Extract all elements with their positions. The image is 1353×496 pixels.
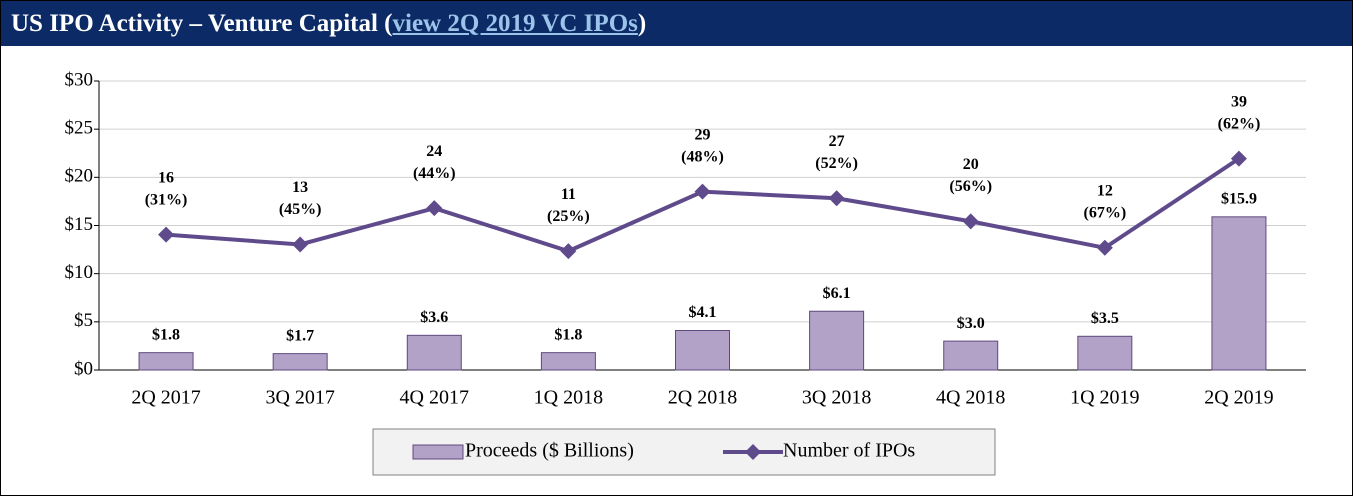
line-marker bbox=[962, 213, 979, 230]
link[interactable]: view 2Q 2019 VC IPOs bbox=[392, 10, 638, 37]
bar bbox=[406, 334, 462, 371]
line-marker bbox=[1096, 239, 1113, 256]
legend-label: Number of IPOs bbox=[783, 440, 915, 462]
y-tick-label: $5 bbox=[74, 310, 93, 331]
line-marker bbox=[292, 236, 309, 253]
chart: $0 $5 $10 $15 $20 $25 $30 2Q 2017 3Q 2017 4Q 2017… bbox=[65, 69, 1306, 476]
line-label: 39 bbox=[1231, 93, 1247, 110]
y-tick-label: $25 bbox=[65, 118, 94, 139]
bar-label: $6.1 bbox=[823, 285, 851, 302]
title: US IPO Activity – Venture Capital ( bbox=[11, 10, 393, 37]
line-label: 27 bbox=[829, 133, 845, 150]
share-label: (25%) bbox=[547, 208, 590, 225]
bar bbox=[1077, 335, 1133, 371]
x-tick-label: 4Q 2017 bbox=[400, 387, 469, 409]
y-tick-label: $30 bbox=[65, 69, 94, 90]
bar bbox=[540, 352, 596, 371]
y-tick-label: $0 bbox=[74, 358, 93, 379]
line-marker bbox=[560, 243, 577, 260]
bar-label: $1.8 bbox=[152, 326, 180, 343]
bar bbox=[943, 340, 999, 371]
bar bbox=[272, 353, 328, 371]
line-marker bbox=[158, 226, 175, 243]
share-label: (31%) bbox=[145, 191, 188, 208]
share-label: (44%) bbox=[413, 165, 456, 182]
bar-label: $1.7 bbox=[286, 327, 314, 344]
legend-marker bbox=[745, 444, 761, 460]
bar-label: $3.6 bbox=[420, 309, 448, 326]
share-label: (52%) bbox=[815, 155, 858, 172]
bar bbox=[809, 310, 865, 371]
line-marker bbox=[694, 183, 711, 200]
legend-swatch bbox=[412, 444, 464, 460]
line-marker bbox=[828, 190, 845, 207]
legend-label: Proceeds ($ Billions) bbox=[465, 440, 634, 462]
y-tick-label: $20 bbox=[65, 166, 94, 187]
line-label: 16 bbox=[158, 169, 174, 186]
x-tick-label: 2Q 2017 bbox=[131, 387, 200, 409]
x-tick-label: 2Q 2018 bbox=[668, 387, 737, 409]
line-label: 11 bbox=[561, 186, 576, 203]
line-marker bbox=[1230, 150, 1247, 167]
bar-label: $15.9 bbox=[1221, 191, 1257, 208]
bar bbox=[138, 352, 194, 371]
share-label: (62%) bbox=[1218, 115, 1261, 132]
line-label: 13 bbox=[292, 179, 308, 196]
bar bbox=[1211, 216, 1267, 371]
share-label: (56%) bbox=[949, 178, 992, 195]
y-tick-label: $10 bbox=[65, 262, 94, 283]
x-tick-label: 4Q 2018 bbox=[936, 387, 1005, 409]
x-tick-label: 2Q 2019 bbox=[1204, 387, 1273, 409]
line-label: 29 bbox=[695, 126, 711, 143]
x-tick-label: 1Q 2019 bbox=[1070, 387, 1139, 409]
share-label: (48%) bbox=[681, 148, 724, 165]
line bbox=[165, 156, 1241, 254]
title-end: ) bbox=[637, 10, 647, 37]
line-marker bbox=[426, 200, 443, 217]
bar-label: $3.5 bbox=[1091, 310, 1119, 327]
x-tick-label: 1Q 2018 bbox=[534, 387, 603, 409]
bar bbox=[675, 330, 730, 371]
x-tick-label: 3Q 2017 bbox=[265, 387, 334, 409]
bar-label: $1.8 bbox=[554, 326, 582, 343]
header: US IPO Activity – Venture Capital (view … bbox=[1, 1, 1352, 46]
y-tick-label: $15 bbox=[65, 214, 94, 235]
line-label: 24 bbox=[426, 143, 442, 160]
legend-box bbox=[372, 428, 996, 476]
bar-label: $4.1 bbox=[689, 304, 717, 321]
bar-label: $3.0 bbox=[957, 315, 985, 332]
line-label: 20 bbox=[963, 156, 979, 173]
share-label: (67%) bbox=[1084, 204, 1127, 221]
share-label: (45%) bbox=[279, 201, 322, 218]
x-tick-label: 3Q 2018 bbox=[802, 387, 871, 409]
line-label: 12 bbox=[1097, 182, 1113, 199]
